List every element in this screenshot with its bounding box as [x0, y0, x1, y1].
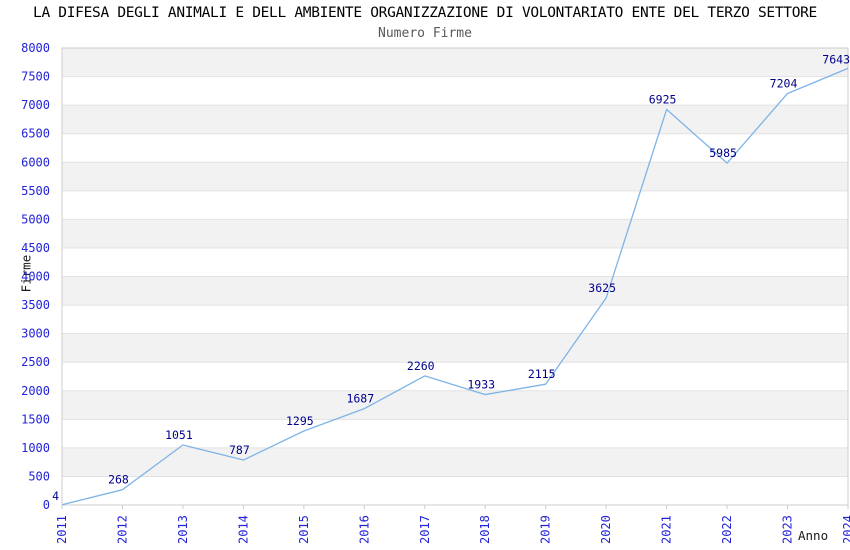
data-label: 5985	[709, 146, 737, 160]
y-tick-label: 3000	[21, 327, 50, 341]
y-tick-label: 2500	[21, 355, 50, 369]
x-tick-label: 2018	[478, 515, 492, 544]
y-tick-label: 7000	[21, 98, 50, 112]
x-axis-title: Anno	[798, 528, 829, 543]
x-tick-label: 2012	[115, 515, 129, 544]
plot-band	[62, 276, 848, 306]
data-labels: 4 268 1051 787 1295 1687 2260 1933 2115 3625 6925 5…	[52, 52, 850, 502]
y-tick-label: 0	[43, 498, 50, 512]
x-tick-label: 2013	[176, 515, 190, 544]
x-tick-label: 2020	[599, 515, 613, 544]
plot-border	[61, 47, 849, 506]
plot-band	[62, 48, 848, 77]
plot-band	[62, 105, 848, 134]
data-label: 787	[229, 443, 250, 457]
y-tick-label: 2000	[21, 384, 50, 398]
data-label: 1051	[165, 428, 193, 442]
chart-title: LA DIFESA DEGLI ANIMALI E DELL AMBIENTE …	[33, 5, 817, 21]
x-tick-label: 2017	[418, 515, 432, 544]
x-tick-label: 2015	[297, 515, 311, 544]
x-tick-label: 2011	[55, 515, 69, 544]
y-tick-labels: 0 500 1000 1500 2000 2500 3000 3500 4000 4500 5000…	[21, 41, 50, 512]
y-tick-label: 4500	[21, 241, 50, 255]
data-label: 7204	[770, 76, 798, 90]
data-label: 3625	[588, 281, 616, 295]
x-tick-label: 2022	[720, 515, 734, 544]
y-tick-label: 5000	[21, 212, 50, 226]
plot-border-rect	[61, 47, 849, 506]
data-label: 1933	[467, 378, 495, 392]
y-tick-label: 3500	[21, 298, 50, 312]
chart-subtitle: Numero Firme	[378, 26, 472, 41]
y-tick-label: 5500	[21, 184, 50, 198]
data-label: 6925	[649, 92, 677, 106]
y-tick-label: 6000	[21, 155, 50, 169]
x-tick-label: 2019	[539, 515, 553, 544]
x-tick-label: 2024	[841, 515, 850, 544]
data-label: 2115	[528, 367, 556, 381]
y-tick-label: 4000	[21, 270, 50, 284]
plot-band	[62, 219, 848, 248]
x-tick-label: 2023	[781, 515, 795, 544]
data-label: 1687	[346, 392, 374, 406]
y-tick-label: 7500	[21, 70, 50, 84]
y-tick-label: 1500	[21, 412, 50, 426]
y-tick-label: 1000	[21, 441, 50, 455]
plot-band	[62, 390, 848, 420]
series-line	[61, 67, 849, 506]
plot-band	[62, 447, 848, 477]
x-tick-label: 2014	[236, 515, 250, 544]
data-label: 7643	[822, 52, 850, 66]
x-tick-label: 2021	[660, 515, 674, 544]
plot-bands	[62, 48, 848, 477]
data-label: 268	[108, 473, 129, 487]
plot-band	[62, 162, 848, 191]
plot-band	[62, 333, 848, 363]
data-label: 2260	[407, 359, 435, 373]
y-tick-label: 500	[28, 469, 50, 483]
y-tick-label: 6500	[21, 127, 50, 141]
x-tick-labels: 2011 2012 2013 2014 2015 2016 2017 2018 2019 2020…	[55, 505, 850, 544]
data-label: 4	[52, 489, 59, 503]
y-tick-label: 8000	[21, 41, 50, 55]
data-label: 1295	[286, 414, 314, 428]
x-tick-label: 2016	[357, 515, 371, 544]
data-line	[61, 67, 849, 506]
